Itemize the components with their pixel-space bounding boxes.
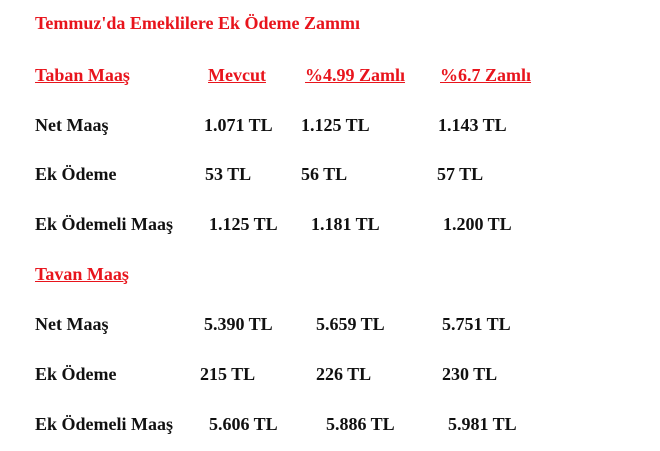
cell: 57 TL <box>437 164 484 184</box>
cell: 5.751 TL <box>442 314 511 334</box>
row-label: Ek Ödeme <box>35 164 117 184</box>
cell: 56 TL <box>301 164 348 184</box>
row-label: Ek Ödemeli Maaş <box>35 414 173 434</box>
header-cell: Taban Maaş <box>35 65 130 85</box>
cell: 1.200 TL <box>443 214 512 234</box>
row-label: Ek Ödeme <box>35 364 117 384</box>
header-cell: Mevcut <box>208 65 266 85</box>
cell: 5.981 TL <box>448 414 517 434</box>
cell: 5.390 TL <box>204 314 273 334</box>
cell: 1.143 TL <box>438 115 507 135</box>
cell: 1.181 TL <box>311 214 380 234</box>
cell: 5.659 TL <box>316 314 385 334</box>
cell: 53 TL <box>205 164 252 184</box>
header-cell: Tavan Maaş <box>35 264 129 284</box>
row-label: Net Maaş <box>35 115 109 135</box>
cell: 1.125 TL <box>301 115 370 135</box>
cell: 215 TL <box>200 364 256 384</box>
header-cell: %4.99 Zamlı <box>305 65 406 85</box>
cell: 5.886 TL <box>326 414 395 434</box>
row-label: Ek Ödemeli Maaş <box>35 214 173 234</box>
row-label: Net Maaş <box>35 314 109 334</box>
cell: 1.125 TL <box>209 214 278 234</box>
header-cell: %6.7 Zamlı <box>440 65 532 85</box>
cell: 226 TL <box>316 364 372 384</box>
title: Temmuz'da Emeklilere Ek Ödeme Zammı <box>35 13 360 33</box>
cell: 230 TL <box>442 364 498 384</box>
cell: 5.606 TL <box>209 414 278 434</box>
cell: 1.071 TL <box>204 115 273 135</box>
